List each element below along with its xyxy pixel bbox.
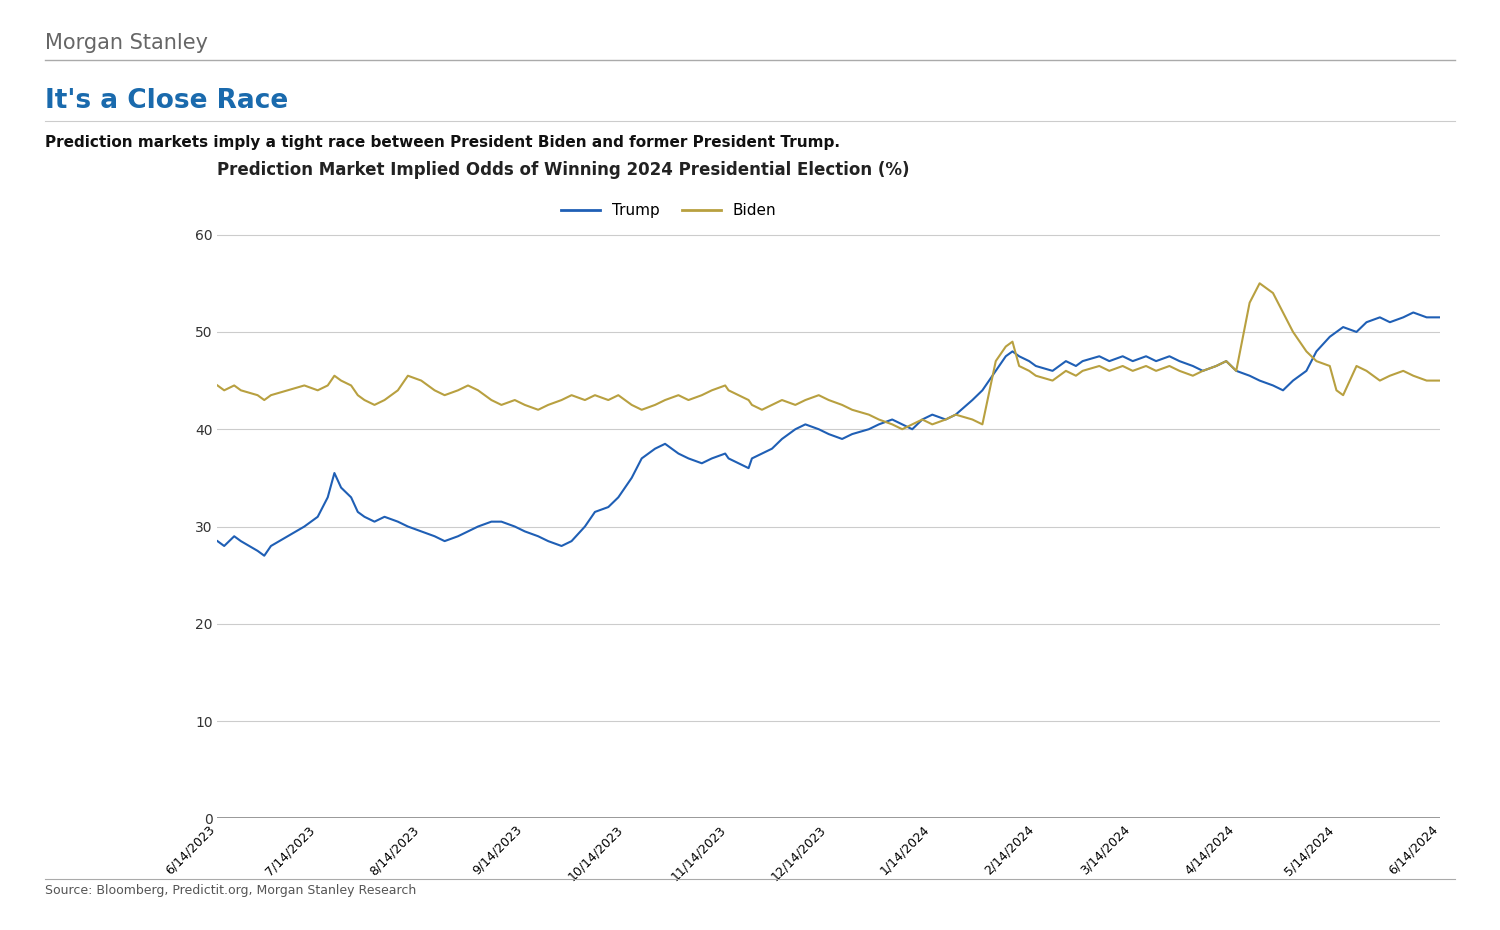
Text: Morgan Stanley: Morgan Stanley xyxy=(45,33,209,53)
Text: It's a Close Race: It's a Close Race xyxy=(45,88,288,114)
Line: Biden: Biden xyxy=(217,284,1440,430)
Legend: Trump, Biden: Trump, Biden xyxy=(555,197,783,224)
Text: Source: Bloomberg, Predictit.org, Morgan Stanley Research: Source: Bloomberg, Predictit.org, Morgan… xyxy=(45,884,416,897)
Text: Prediction Market Implied Odds of Winning 2024 Presidential Election (%): Prediction Market Implied Odds of Winnin… xyxy=(217,161,910,179)
Text: Prediction markets imply a tight race between President Biden and former Preside: Prediction markets imply a tight race be… xyxy=(45,135,840,150)
Line: Trump: Trump xyxy=(217,312,1440,556)
